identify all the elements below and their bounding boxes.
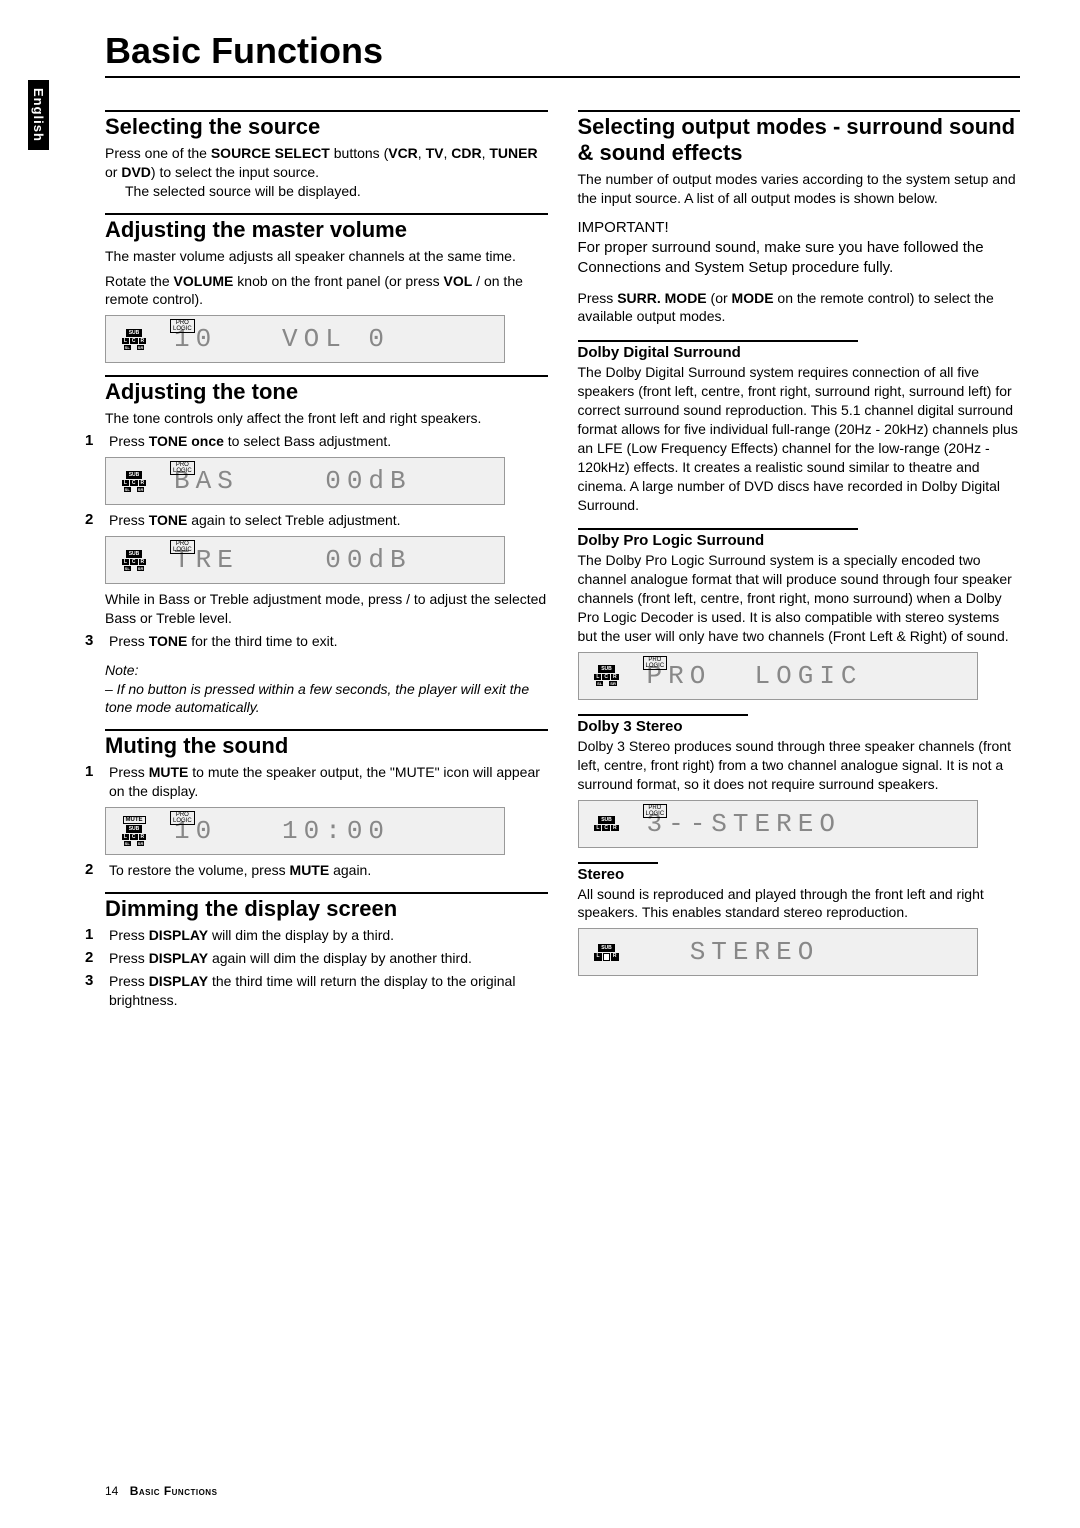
heading-dimming: Dimming the display screen [105,896,548,922]
footer-title: Basic Functions [130,1484,218,1498]
heading-dolby-3stereo: Dolby 3 Stereo [578,718,1021,735]
heading-stereo: Stereo [578,866,1021,883]
lcd-treble: SUB LCR SLSR PRO LOGIC TRE 00dB [105,536,505,584]
lcd-text: 3--STEREO [635,809,977,839]
heading-output-modes: Selecting output modes - surround sound … [578,114,1021,166]
content-columns: Selecting the source Press one of the SO… [105,98,1020,1010]
stereo-p1: All sound is reproduced and played throu… [578,885,1021,923]
important-text: For proper surround sound, make sure you… [578,238,1021,279]
output-p1: The number of output modes varies accord… [578,170,1021,208]
lcd-text: STEREO [635,937,977,967]
lcd-stereo: SUB L R STEREO [578,928,978,976]
lcd-volume: SUB LCR SLSR PRO LOGIC 10 VOL 0 [105,315,505,363]
heading-master-volume: Adjusting the master volume [105,217,548,243]
lcd-text: TRE 00dB [162,545,504,575]
page-title: Basic Functions [105,30,1020,78]
dolby-prologic-p1: The Dolby Pro Logic Surround system is a… [578,551,1021,645]
output-p2: Press SURR. MODE (or MODE on the remote … [578,289,1021,327]
lcd-mute: MUTE SUB LCR SLSR PRO LOGIC 10 10:00 [105,807,505,855]
volume-p2: Rotate the VOLUME knob on the front pane… [105,272,548,310]
heading-muting: Muting the sound [105,733,548,759]
lcd-text: BAS 00dB [162,466,504,496]
lcd-text: PRO LOGIC [635,661,977,691]
mute-step-1: 1 Press MUTE to mute the speaker output,… [85,763,548,801]
source-p2: The selected source will be displayed. [125,182,548,201]
dim-step-2: 2 Press DISPLAY again will dim the displ… [85,949,548,968]
dolby-3stereo-p1: Dolby 3 Stereo produces sound through th… [578,737,1021,794]
lcd-speaker-icons: SUB LCR SLSR [106,316,162,362]
right-column: Selecting output modes - surround sound … [578,98,1021,1010]
tone-step-3: 3 Press TONE for the third time to exit. [85,632,548,651]
heading-dolby-prologic: Dolby Pro Logic Surround [578,532,1021,549]
heading-dolby-digital: Dolby Digital Surround [578,344,1021,361]
tone-tail: While in Bass or Treble adjustment mode,… [105,590,548,628]
lcd-bass: SUB LCR SLSR PRO LOGIC BAS 00dB [105,457,505,505]
dim-step-1: 1 Press DISPLAY will dim the display by … [85,926,548,945]
important-label: IMPORTANT! [578,218,1021,238]
note-label: Note: [105,661,548,680]
page-footer: 14 Basic Functions [105,1484,217,1498]
tone-step-2: 2 Press TONE again to select Treble adju… [85,511,548,530]
dim-step-3: 3 Press DISPLAY the third time will retu… [85,972,548,1010]
tone-p1: The tone controls only affect the front … [105,409,548,428]
lcd-prologic: SUB LCR SLSR PRO LOGIC PRO LOGIC [578,652,978,700]
page-number: 14 [105,1484,118,1498]
prologic-badge: PRO LOGIC [170,319,195,333]
lcd-text: 10 VOL 0 [162,324,504,354]
language-tab: English [28,80,49,150]
heading-selecting-source: Selecting the source [105,114,548,140]
lcd-3stereo: SUB LCR PRO LOGIC 3--STEREO [578,800,978,848]
note-text: – If no button is pressed within a few s… [105,680,548,718]
dolby-digital-p1: The Dolby Digital Surround system requir… [578,363,1021,514]
source-p1: Press one of the SOURCE SELECT buttons (… [105,144,548,182]
heading-adjusting-tone: Adjusting the tone [105,379,548,405]
left-column: Selecting the source Press one of the SO… [105,98,548,1010]
tone-step-1: 1 Press TONE once to select Bass adjustm… [85,432,548,451]
volume-p1: The master volume adjusts all speaker ch… [105,247,548,266]
lcd-text: 10 10:00 [162,816,504,846]
mute-step-2: 2 To restore the volume, press MUTE agai… [85,861,548,880]
